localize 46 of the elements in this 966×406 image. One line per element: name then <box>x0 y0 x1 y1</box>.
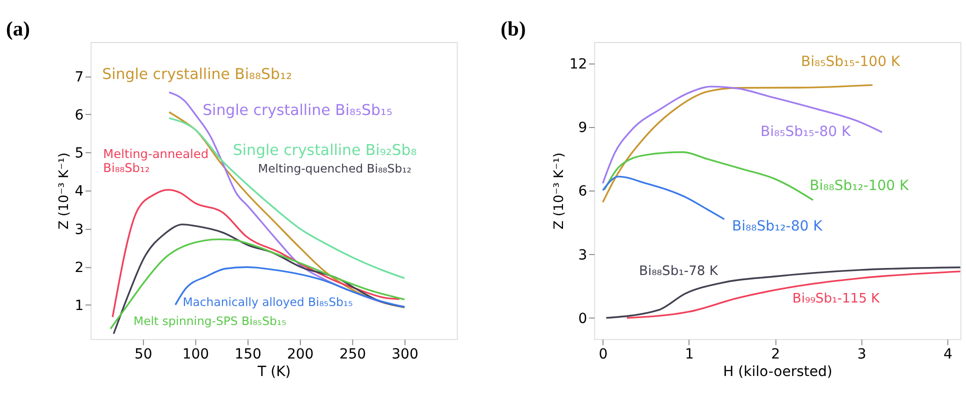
series-label: Machanically alloyed Bi₈₅Sb₁₅ <box>182 294 354 309</box>
x-tick-label: 0 <box>598 346 608 362</box>
line-series <box>174 266 406 308</box>
chart-title: (b) <box>500 18 526 40</box>
x-tick-label: 300 <box>392 346 418 362</box>
series-label: Bi₈₅Sb₁₅-100 K <box>800 54 901 70</box>
y-tick-label: 0 <box>578 311 588 328</box>
x-tick-label: 250 <box>339 346 366 362</box>
y-tick-label: 4 <box>74 184 84 200</box>
series-label: Single crystalline Bi₈₅Sb₁₅ <box>202 101 392 120</box>
x-tick-label: 3 <box>857 346 866 362</box>
series-label: Bi₈₈Sb₁₂-80 K <box>732 218 824 234</box>
y-tick-label: 5 <box>74 146 84 162</box>
x-tick-label: 50 <box>134 346 152 362</box>
text: Melting-annealed Bi₈₈Sb₁₂ <box>103 147 209 176</box>
x-tick-label: 100 <box>182 346 210 362</box>
series-label: Bi₈₈Sb₁₂-100 K <box>810 178 910 194</box>
y-tick-label: 3 <box>578 247 588 264</box>
line-series <box>602 176 726 220</box>
y-tick-label: 3 <box>74 222 84 238</box>
text: Melting-quenched Bi₈₈Sb₁₂ <box>258 161 412 176</box>
series-label: Bi₈₅Sb₁₅-80 K <box>760 124 852 140</box>
y-tick-label: 1 <box>74 298 84 314</box>
x-tick-label: 1 <box>684 346 694 362</box>
y-tick-label: 6 <box>74 108 84 124</box>
y-tick-label: 6 <box>578 184 588 200</box>
y-tick-label: 7 <box>74 69 84 86</box>
x-tick-label: 4 <box>943 346 952 362</box>
x-axis-title: H (kilo-oersted) <box>723 364 832 380</box>
series-label: Single crystalline Bi₉₂Sb₈ <box>232 141 417 160</box>
x-tick-label: 200 <box>286 346 314 362</box>
y-axis-title: Z (10⁻³ K⁻¹) <box>57 152 72 230</box>
x-axis-title: T (K) <box>256 364 291 380</box>
line-series <box>112 188 400 318</box>
y-tick-label: 12 <box>569 56 588 72</box>
chart-title: (a) <box>6 18 30 40</box>
y-tick-label: 9 <box>578 120 588 136</box>
x-tick-label: 150 <box>234 346 262 362</box>
x-tick-label: 2 <box>771 346 780 362</box>
line-series <box>110 238 406 330</box>
series-label: Bi₈₈Sb₁-78 K <box>638 264 718 280</box>
series-label: Bi₉₉Sb₁-115 K <box>792 292 880 307</box>
text: Single crystalline Bi₈₈Sb₁₂ <box>102 64 292 83</box>
series-label: Melt spinning-SPS Bi₈₅Sb₁₅ <box>134 314 287 328</box>
y-axis-title: Z (10⁻³ K⁻¹) <box>552 152 567 230</box>
y-tick-label: 2 <box>74 260 84 276</box>
